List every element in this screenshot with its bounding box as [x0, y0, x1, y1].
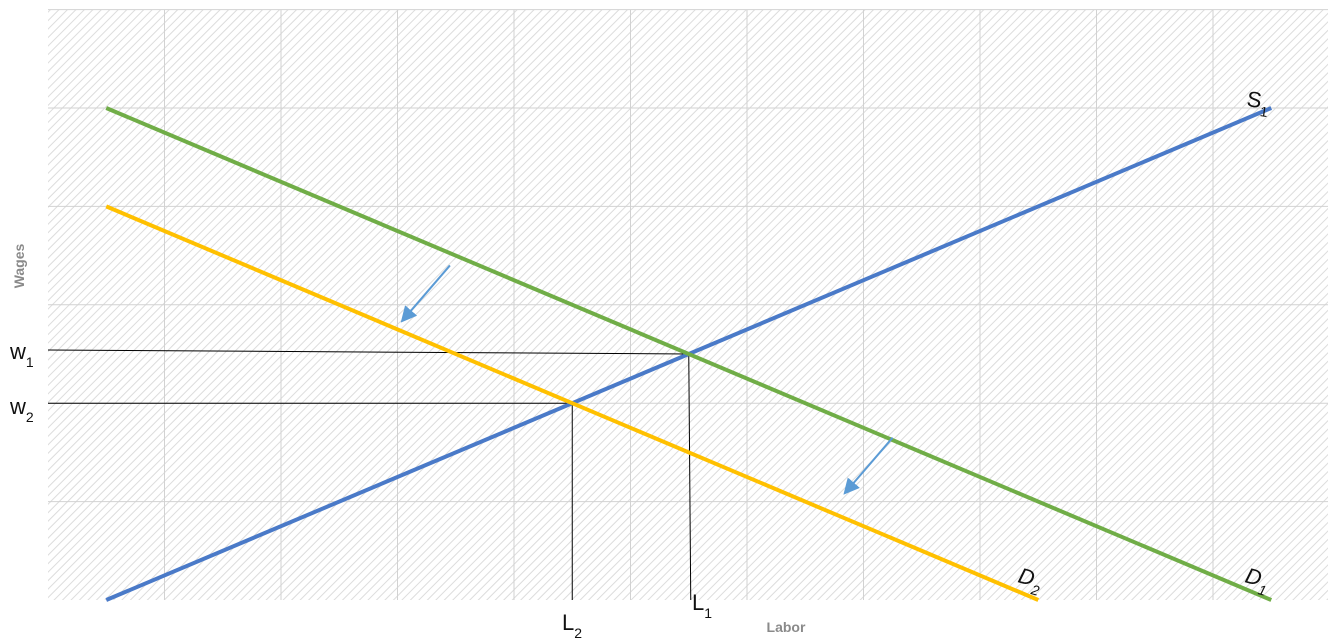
shift-arrows: [400, 264, 894, 495]
label-s1: S1: [1244, 86, 1271, 120]
x-axis-title: Labor: [767, 619, 806, 635]
wage-guide-line: [47, 349, 689, 355]
labor-guide-line: [688, 353, 692, 601]
axis-titles: Labor Wages: [11, 243, 806, 635]
curve-d1: [105, 106, 1273, 602]
y-axis-title: Wages: [11, 243, 27, 288]
shift-arrow: [843, 436, 894, 495]
curve-d2: [105, 204, 1040, 602]
curves: [105, 106, 1273, 602]
equilibrium-guides: [47, 349, 692, 601]
label-d1: D1: [1241, 563, 1272, 599]
label-w2: w2: [9, 394, 34, 425]
label-w1: w1: [9, 339, 34, 370]
label-l1: L1: [692, 590, 712, 621]
shift-arrow: [400, 264, 451, 323]
curve-labels: S1 D1 D2 w1 w2 L1 L2: [9, 86, 1272, 640]
label-d2: D2: [1014, 563, 1045, 599]
label-l2: L2: [562, 610, 582, 640]
gridlines: [48, 9, 1328, 600]
